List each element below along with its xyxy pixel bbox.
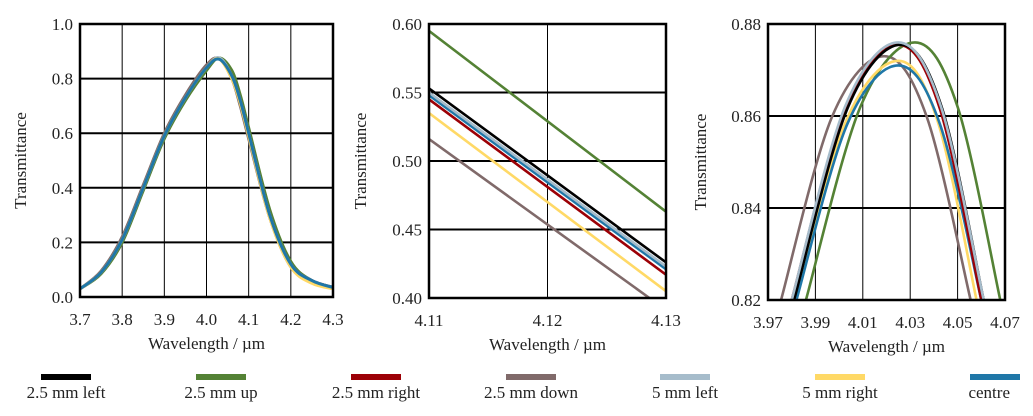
plot-frame xyxy=(766,22,1007,302)
legend-swatch xyxy=(970,374,1020,380)
y-tick-label: 0.60 xyxy=(392,15,422,34)
x-tick-label: 4.05 xyxy=(943,313,973,332)
y-tick-label: 0.8 xyxy=(52,70,73,89)
x-tick-label: 4.3 xyxy=(322,310,343,329)
y-tick-label: 0.2 xyxy=(52,233,73,252)
series-line-2-5-mm-up xyxy=(429,29,666,213)
legend-label: centre xyxy=(968,383,1010,402)
plot-frame xyxy=(427,22,668,300)
chart-2: 4.11 4.12 4.13 0.40 0.45 0.50 0.55 0.60 Waveleng… xyxy=(351,15,681,354)
x-tick-label: 3.8 xyxy=(112,310,133,329)
series-line-2-5-mm-down xyxy=(779,54,972,300)
y-tick-label: 0.45 xyxy=(392,221,422,240)
y-tick-label: 0.40 xyxy=(392,289,422,308)
x-axis-title: Wavelength / µm xyxy=(148,334,265,353)
series-line-centre xyxy=(795,64,983,300)
legend-item: 2.5 mm right xyxy=(332,374,421,402)
legend-item: 2.5 mm left xyxy=(27,374,106,402)
x-tick-label: 4.2 xyxy=(280,310,301,329)
y-tick-label: 0.84 xyxy=(731,199,761,218)
x-tick-label: 3.7 xyxy=(69,310,91,329)
series-line-2-5-mm-up xyxy=(804,41,1002,300)
x-tick-label: 4.01 xyxy=(848,313,878,332)
chart-1: 3.7 3.8 3.9 4.0 4.1 4.2 4.3 0.0 0.2 0.4 0.6 0.8 1.0 W… xyxy=(11,15,344,353)
legend-item: centre xyxy=(968,374,1020,402)
y-tick-label: 0.55 xyxy=(392,84,422,103)
y-tick-label: 0.50 xyxy=(392,152,422,171)
legend-swatch xyxy=(506,374,556,380)
legend-item: 2.5 mm up xyxy=(184,374,258,402)
x-tick-label: 3.9 xyxy=(154,310,175,329)
x-tick-label: 4.13 xyxy=(651,311,681,330)
x-tick-label: 4.11 xyxy=(414,311,443,330)
legend-item: 5 mm right xyxy=(802,374,878,402)
legend-swatch xyxy=(660,374,710,380)
legend-label: 5 mm left xyxy=(652,383,718,402)
x-tick-label: 4.1 xyxy=(238,310,259,329)
series-line-5-mm-right xyxy=(429,111,666,293)
y-tick-label: 0.86 xyxy=(731,107,761,126)
series-line-5-mm-left xyxy=(429,91,666,268)
series-group xyxy=(429,29,666,298)
y-tick-label: 0.4 xyxy=(52,179,74,198)
series-line-2-5-mm-left xyxy=(429,87,666,264)
series-group xyxy=(779,41,1002,300)
series-group xyxy=(80,56,333,291)
legend-swatch xyxy=(41,374,91,380)
x-tick-label: 4.0 xyxy=(196,310,217,329)
legend-swatch xyxy=(196,374,246,380)
x-tick-label: 3.97 xyxy=(753,313,783,332)
x-tick-label: 4.12 xyxy=(533,311,563,330)
y-tick-label: 0.88 xyxy=(731,15,761,34)
legend-item: 2.5 mm down xyxy=(484,374,578,402)
y-tick-label: 0.0 xyxy=(52,288,73,307)
legend-label: 2.5 mm left xyxy=(27,383,106,402)
y-axis-title: Transmittance xyxy=(351,113,370,210)
legend-label: 2.5 mm down xyxy=(484,383,578,402)
y-axis-title: Transmittance xyxy=(11,112,30,209)
legend-label: 5 mm right xyxy=(802,383,878,402)
legend-swatch xyxy=(351,374,401,380)
y-axis-title: Transmittance xyxy=(691,114,710,211)
series-line-centre xyxy=(80,57,333,291)
y-tick-label: 0.82 xyxy=(731,291,761,310)
legend-swatch xyxy=(815,374,865,380)
series-line-2-5-mm-right xyxy=(429,98,666,277)
x-axis-title: Wavelength / µm xyxy=(489,335,606,354)
series-line-5-mm-left xyxy=(790,41,985,300)
legend-label: 2.5 mm up xyxy=(184,383,257,402)
legend-label: 2.5 mm right xyxy=(332,383,421,402)
chart-3: 3.97 3.99 4.01 4.03 4.05 4.07 0.82 0.84 0.86 0.88… xyxy=(691,15,1020,356)
y-tick-label: 0.6 xyxy=(52,124,73,143)
x-axis-title: Wavelength / µm xyxy=(828,337,945,356)
series-line-2-5-mm-down xyxy=(429,137,651,298)
plot-frame xyxy=(78,22,335,299)
x-tick-label: 4.07 xyxy=(990,313,1020,332)
series-line-centre xyxy=(429,93,666,271)
x-tick-label: 3.99 xyxy=(801,313,831,332)
legend: 2.5 mm left 2.5 mm up 2.5 mm right 2.5 mm d… xyxy=(27,374,1020,402)
y-tick-label: 1.0 xyxy=(52,15,73,34)
legend-item: 5 mm left xyxy=(652,374,718,402)
x-tick-label: 4.03 xyxy=(895,313,925,332)
